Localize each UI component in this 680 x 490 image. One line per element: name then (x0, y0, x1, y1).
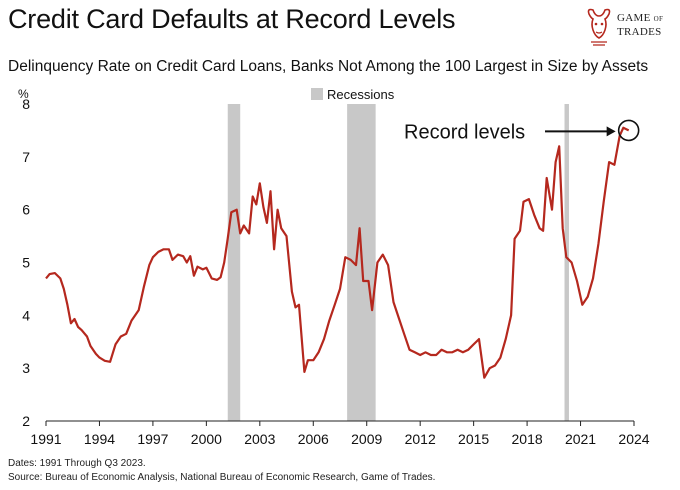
x-tick-label: 1994 (84, 431, 115, 447)
x-tick-label: 2015 (458, 431, 489, 447)
y-tick-label: 8 (22, 96, 30, 112)
brand-line1: GAME (617, 12, 651, 24)
recession-band (227, 104, 241, 421)
y-tick-label: 4 (22, 307, 30, 323)
x-tick-label: 2021 (565, 431, 596, 447)
y-tick-label: 5 (22, 255, 30, 271)
bull-icon (587, 8, 611, 46)
series-layer (45, 126, 630, 379)
recession-bands (227, 104, 569, 421)
chart-axes: 2 3 4 5 6 7 8% 1991 1994 1997 2000 2003 2006 2009 2012… (18, 87, 650, 447)
x-tick-label: 2018 (512, 431, 543, 447)
annotation-circle (617, 119, 640, 142)
brand-logo: GAME OF TRADES (585, 6, 675, 48)
y-axis-unit-label: % (18, 87, 29, 101)
legend-swatch-recessions (311, 88, 323, 100)
y-tick-label: 3 (22, 360, 30, 376)
y-tick-label: 2 (22, 413, 30, 429)
x-tick-label: 1991 (30, 431, 61, 447)
x-tick-label: 2024 (618, 431, 649, 447)
footnote-source: Source: Bureau of Economic Analysis, Nat… (8, 472, 436, 483)
chart-title: Credit Card Defaults at Record Levels (8, 4, 456, 34)
chart-legend: Recessions (311, 87, 395, 102)
x-tick-label: 2006 (298, 431, 329, 447)
footnote-dates: Dates: 1991 Through Q3 2023. (8, 458, 146, 469)
brand-of: OF (653, 15, 664, 23)
brand-line2: TRADES (617, 26, 662, 38)
x-tick-label: 1997 (137, 431, 168, 447)
x-tick-label: 2012 (405, 431, 436, 447)
brand-wordmark: GAME OF TRADES (617, 12, 663, 39)
x-tick-label: 2000 (191, 431, 222, 447)
y-tick-label: 7 (22, 149, 30, 165)
y-tick-label: 6 (22, 202, 30, 218)
annotation-arrow-head (606, 126, 616, 137)
chart-subtitle: Delinquency Rate on Credit Card Loans, B… (8, 58, 649, 75)
delinquency-rate-line (45, 126, 630, 379)
x-tick-label: 2003 (244, 431, 275, 447)
legend-label-recessions: Recessions (327, 87, 395, 102)
annotation-layer: Record levels (404, 119, 640, 143)
x-tick-label: 2009 (351, 431, 382, 447)
recession-band (564, 104, 569, 421)
annotation-text: Record levels (404, 121, 525, 143)
